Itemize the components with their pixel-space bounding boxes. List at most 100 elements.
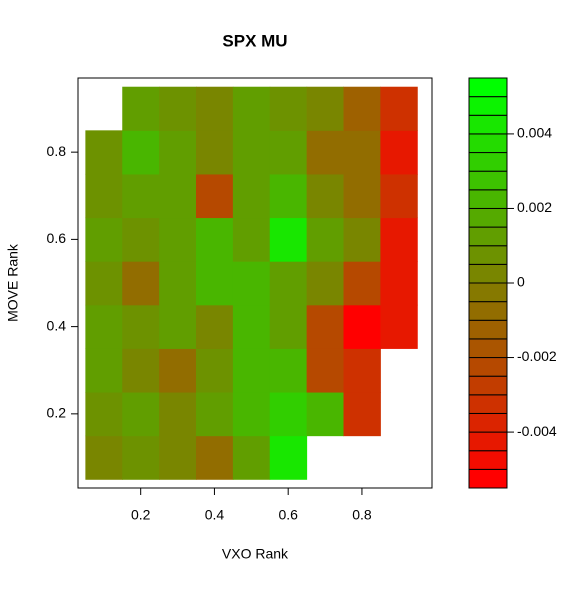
colorbar-band xyxy=(468,357,508,377)
colorbar-band xyxy=(468,96,508,116)
colorbar-band xyxy=(468,282,508,303)
contour-cell xyxy=(196,86,234,131)
colorbar-band xyxy=(468,152,508,172)
contour-cell xyxy=(85,435,123,480)
contour-cell xyxy=(343,348,381,393)
contour-cell xyxy=(269,348,308,393)
contour-cell xyxy=(85,173,123,219)
contour-cell xyxy=(159,217,197,262)
colorbar-band xyxy=(468,468,508,489)
contour-cell xyxy=(196,304,234,349)
colorbar-band xyxy=(468,189,508,209)
chart-title: SPX MU xyxy=(222,31,287,50)
axes: 0.2 0.4 0.6 0.8 0.2 0.4 0.6 0.8 xyxy=(47,143,372,523)
contour-cell xyxy=(159,86,197,131)
contour-cell xyxy=(232,86,271,131)
contour-cell xyxy=(122,86,160,131)
contour-cell xyxy=(196,348,234,393)
contour-cell xyxy=(343,392,381,437)
colorbar-band xyxy=(468,170,508,191)
contour-cell xyxy=(343,304,381,349)
contour-cell xyxy=(306,348,344,393)
contour-cell xyxy=(343,217,381,262)
colorbar-tick-label: 0.004 xyxy=(517,125,552,141)
colorbar-band xyxy=(468,77,508,98)
colorbar-band xyxy=(468,133,508,154)
contour-cell xyxy=(343,261,381,306)
contour-cell xyxy=(196,130,234,175)
contour-cell xyxy=(232,304,271,349)
contour-cell xyxy=(122,304,160,349)
contour-cell xyxy=(380,217,418,262)
contour-cell xyxy=(380,130,418,175)
contour-cell xyxy=(343,173,381,219)
y-tick-label: 0.8 xyxy=(47,143,67,159)
colorbar-band xyxy=(468,412,508,433)
contour-cell xyxy=(159,130,197,175)
contour-cell xyxy=(196,217,234,262)
colorbar-band xyxy=(468,319,508,340)
contour-cell xyxy=(85,348,123,393)
contour-cell xyxy=(159,304,197,349)
contour-cell xyxy=(196,261,234,306)
contour-cell xyxy=(269,304,308,349)
x-tick-label: 0.6 xyxy=(278,507,298,523)
contour-cell xyxy=(269,173,308,219)
contour-cell xyxy=(232,173,271,219)
contour-cell xyxy=(343,130,381,175)
colorbar-band xyxy=(468,375,508,396)
x-tick-label: 0.8 xyxy=(352,507,372,523)
contour-cell xyxy=(122,435,160,480)
y-tick-label: 0.4 xyxy=(47,317,67,333)
colorbar-tick-label: -0.004 xyxy=(517,423,557,439)
contour-cell xyxy=(122,173,160,219)
colorbar-band xyxy=(468,338,508,359)
contour-cell xyxy=(159,261,197,306)
y-tick-label: 0.6 xyxy=(47,230,67,246)
colorbar-tick-label: 0 xyxy=(517,274,525,290)
plot-frame xyxy=(77,77,433,489)
contour-cell xyxy=(232,261,271,306)
colorbar-band xyxy=(468,207,508,228)
contour-cell xyxy=(306,261,344,306)
contour-cell xyxy=(269,261,308,306)
contour-cell xyxy=(306,130,344,175)
contour-cell xyxy=(232,435,271,480)
contour-cell xyxy=(85,130,123,175)
contour-cell xyxy=(306,304,344,349)
contour-cell xyxy=(196,173,234,219)
x-tick-label: 0.4 xyxy=(205,507,225,523)
contour-cell xyxy=(343,86,381,131)
contour-cell xyxy=(159,173,197,219)
y-axis-label: MOVE Rank xyxy=(5,243,21,322)
contour-cell xyxy=(306,217,344,262)
colorbar-band xyxy=(468,431,508,452)
contour-cell xyxy=(380,261,418,306)
contour-cell xyxy=(122,348,160,393)
contour-cell xyxy=(380,86,418,131)
contour-cell xyxy=(306,86,344,131)
contour-cell xyxy=(85,304,123,349)
contour-cell xyxy=(122,130,160,175)
contour-cell xyxy=(232,392,271,437)
colorbar-tick-label: 0.002 xyxy=(517,199,552,215)
contour-cell xyxy=(269,217,308,262)
contour-field xyxy=(85,86,418,480)
contour-cell xyxy=(269,86,308,131)
contour-cell xyxy=(122,392,160,437)
contour-cell xyxy=(85,261,123,306)
colorbar-band xyxy=(468,263,508,284)
colorbar-band xyxy=(468,226,508,247)
contour-cell xyxy=(232,217,271,262)
contour-cell xyxy=(269,392,308,437)
contour-cell xyxy=(85,392,123,437)
contour-cell xyxy=(159,392,197,437)
colorbar-band xyxy=(468,394,508,414)
contour-cell xyxy=(159,348,197,393)
colorbar-band xyxy=(468,450,508,470)
colorbar-band xyxy=(468,245,508,265)
contour-cell xyxy=(232,348,271,393)
contour-cell xyxy=(85,217,123,262)
contour-cell xyxy=(380,304,418,349)
